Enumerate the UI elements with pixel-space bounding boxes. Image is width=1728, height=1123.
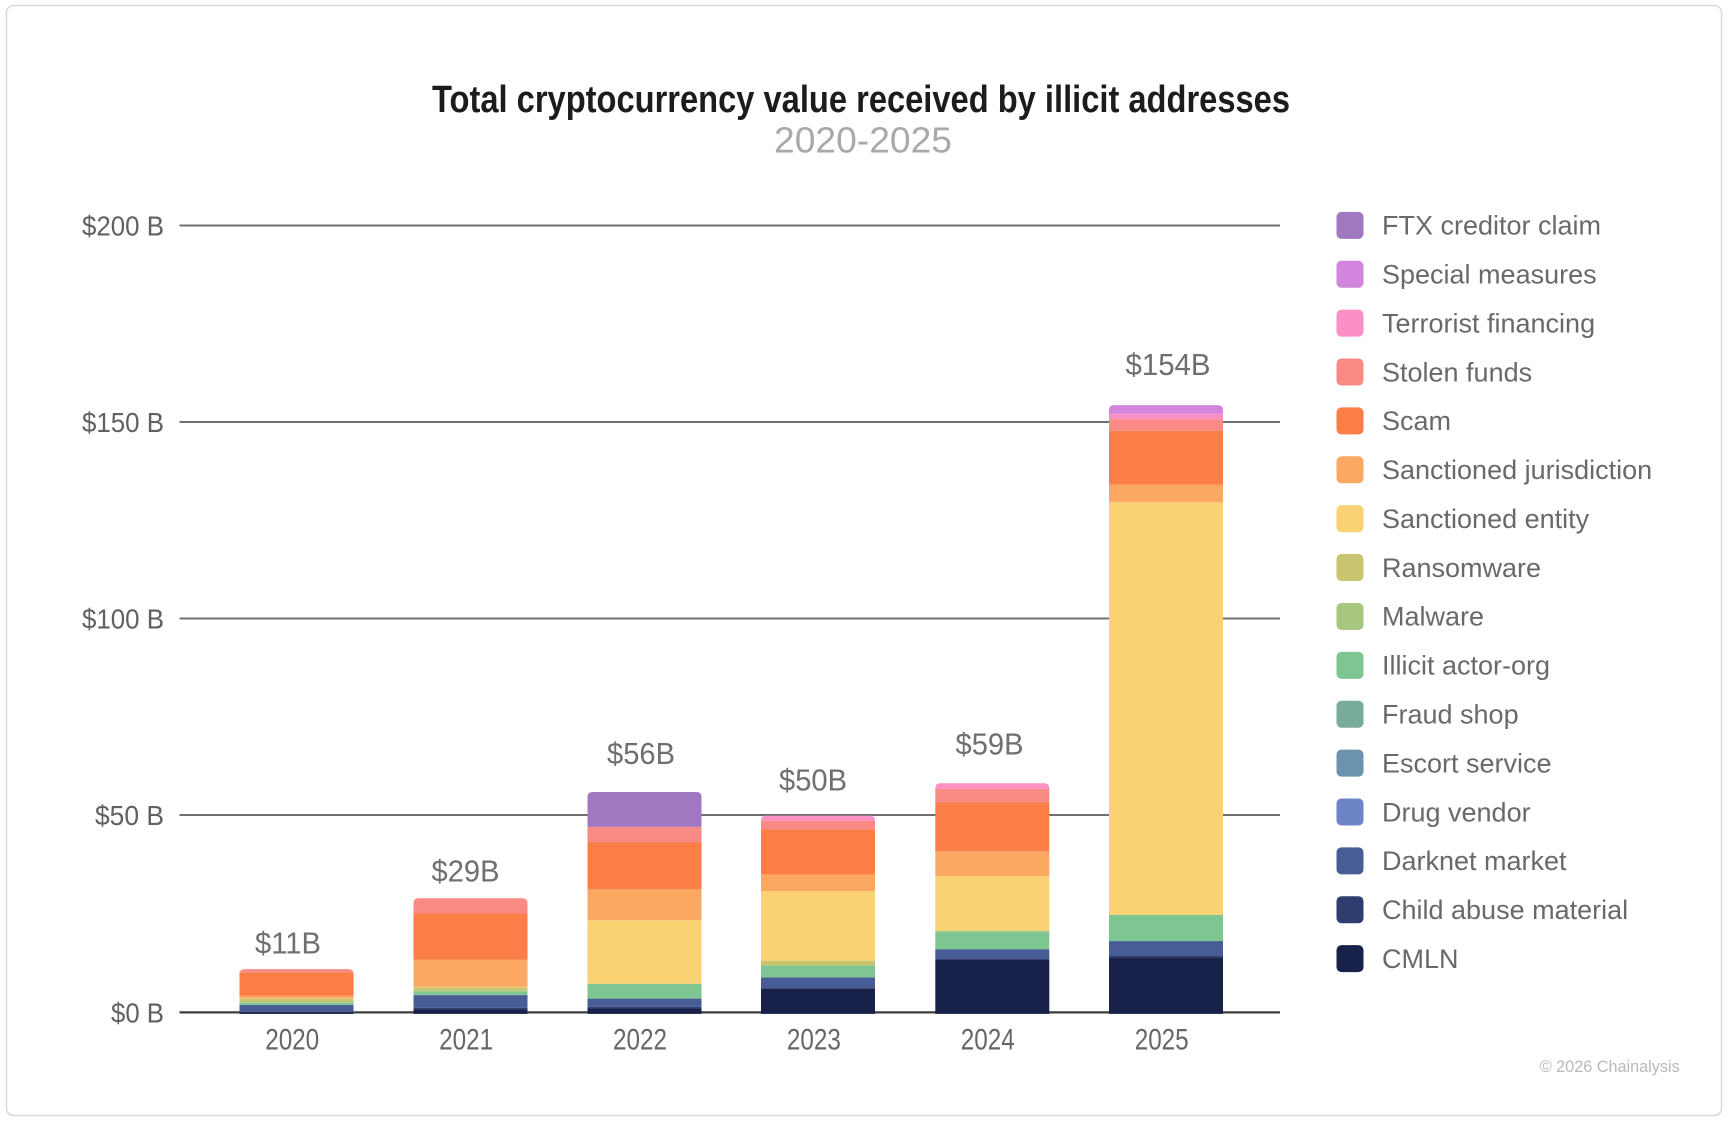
svg-text:2021: 2021 [439,1023,493,1056]
svg-text:2020-2025: 2020-2025 [774,119,952,160]
svg-text:2022: 2022 [613,1023,667,1056]
svg-text:Child abuse material: Child abuse material [1382,895,1628,925]
svg-text:$200 B: $200 B [82,211,164,242]
svg-text:Scam: Scam [1382,406,1451,436]
svg-text:Ransomware: Ransomware [1382,553,1541,583]
svg-text:2023: 2023 [787,1023,841,1056]
svg-text:Illicit actor-org: Illicit actor-org [1382,651,1550,681]
svg-text:CMLN: CMLN [1382,944,1459,974]
svg-text:$56B: $56B [607,736,675,771]
svg-text:2025: 2025 [1135,1023,1189,1056]
svg-text:$0 B: $0 B [111,997,164,1028]
svg-text:Special measures: Special measures [1382,260,1597,290]
svg-text:$150 B: $150 B [82,407,164,438]
svg-text:$100 B: $100 B [82,604,164,635]
svg-text:Total cryptocurrency value rec: Total cryptocurrency value received by i… [432,79,1290,121]
svg-text:Sanctioned entity: Sanctioned entity [1382,504,1590,534]
svg-text:$50B: $50B [779,763,847,798]
svg-text:2024: 2024 [961,1023,1015,1056]
svg-text:Malware: Malware [1382,602,1484,632]
svg-text:Stolen funds: Stolen funds [1382,357,1532,387]
svg-text:© 2026 Chainalysis: © 2026 Chainalysis [1540,1057,1680,1076]
svg-text:Escort service: Escort service [1382,748,1552,778]
svg-text:$154B: $154B [1126,347,1211,382]
svg-text:$11B: $11B [255,925,321,960]
svg-text:Darknet market: Darknet market [1382,846,1567,876]
svg-text:2020: 2020 [265,1023,319,1056]
svg-text:FTX creditor claim: FTX creditor claim [1382,211,1601,241]
svg-text:$50 B: $50 B [95,800,164,831]
svg-text:Terrorist financing: Terrorist financing [1382,308,1595,338]
svg-text:$29B: $29B [432,853,500,888]
svg-text:Fraud shop: Fraud shop [1382,700,1519,730]
svg-text:Sanctioned jurisdiction: Sanctioned jurisdiction [1382,455,1652,485]
svg-text:Drug vendor: Drug vendor [1382,797,1531,827]
svg-text:$59B: $59B [956,726,1024,761]
